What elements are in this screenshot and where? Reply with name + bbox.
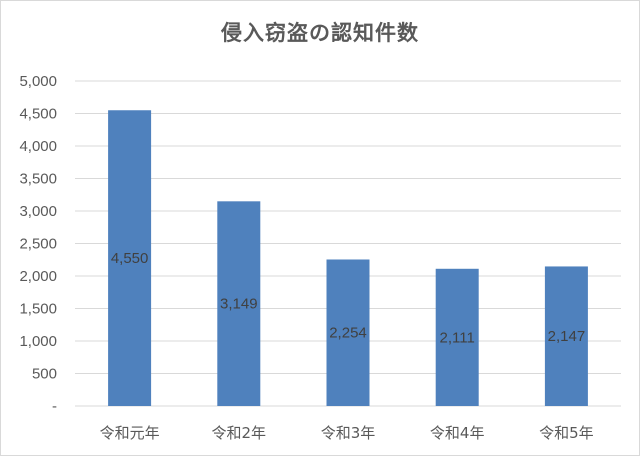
x-axis-categories: 令和元年 令和2年 令和3年 令和4年 令和5年: [100, 424, 594, 442]
x-tick-label: 令和4年: [430, 424, 485, 442]
data-label: 2,111: [440, 329, 475, 346]
bar: [217, 201, 261, 406]
y-tick-label: 1,000: [19, 333, 57, 350]
y-tick-label: 4,500: [19, 106, 57, 123]
bar: [435, 268, 479, 406]
chart-title: 侵入窃盗の認知件数: [221, 21, 419, 45]
y-tick-label: 500: [32, 366, 57, 383]
y-tick-label: 3,500: [19, 171, 57, 188]
x-tick-label: 令和元年: [100, 424, 160, 442]
y-tick-label: 5,000: [19, 73, 57, 90]
bar: [544, 266, 588, 406]
y-tick-label: 4,000: [19, 138, 57, 155]
y-tick-label: 3,000: [19, 203, 57, 220]
data-label: 2,147: [548, 328, 586, 345]
data-label: 3,149: [220, 296, 258, 313]
bars: [108, 110, 588, 406]
bar: [326, 259, 370, 406]
bar: [108, 110, 152, 406]
y-tick-label: 1,500: [19, 301, 57, 318]
x-tick-label: 令和5年: [539, 424, 594, 442]
x-tick-label: 令和2年: [212, 424, 267, 442]
y-tick-label: 2,000: [19, 268, 57, 285]
data-label: 4,550: [111, 250, 149, 267]
y-tick-label: -: [52, 398, 57, 415]
data-labels: 4,550 3,149 2,254 2,111 2,147: [111, 250, 585, 346]
data-label: 2,254: [329, 325, 367, 342]
y-tick-label: 2,500: [19, 236, 57, 253]
x-tick-label: 令和3年: [321, 424, 376, 442]
y-axis-ticks: - 500 1,000 1,500 2,000 2,500 3,000 3,500 4,000 4…: [19, 73, 57, 415]
